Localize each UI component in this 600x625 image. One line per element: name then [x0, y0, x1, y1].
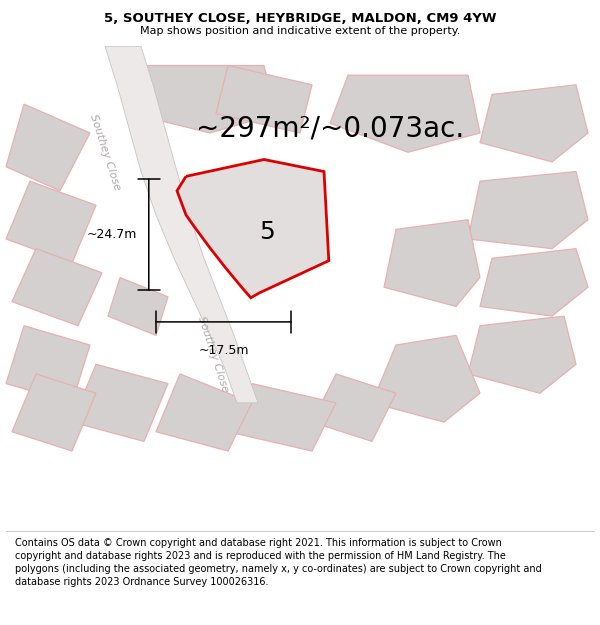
- Polygon shape: [132, 66, 276, 133]
- Text: Southey Close: Southey Close: [88, 113, 122, 192]
- Text: 5: 5: [259, 220, 275, 244]
- Polygon shape: [12, 249, 102, 326]
- Text: ~24.7m: ~24.7m: [86, 228, 137, 241]
- Polygon shape: [72, 364, 168, 441]
- Polygon shape: [372, 336, 480, 422]
- PathPatch shape: [177, 159, 329, 298]
- Polygon shape: [156, 374, 252, 451]
- Polygon shape: [216, 66, 312, 133]
- Polygon shape: [330, 75, 480, 152]
- Text: Southey Close: Southey Close: [196, 315, 230, 394]
- Polygon shape: [6, 181, 96, 263]
- Text: Contains OS data © Crown copyright and database right 2021. This information is : Contains OS data © Crown copyright and d…: [15, 538, 542, 588]
- Polygon shape: [384, 220, 480, 306]
- Polygon shape: [105, 46, 258, 403]
- Polygon shape: [480, 85, 588, 162]
- Polygon shape: [6, 326, 90, 403]
- Polygon shape: [468, 171, 588, 249]
- Polygon shape: [312, 374, 396, 441]
- Text: ~297m²/~0.073ac.: ~297m²/~0.073ac.: [196, 114, 464, 142]
- Text: Map shows position and indicative extent of the property.: Map shows position and indicative extent…: [140, 26, 460, 36]
- Polygon shape: [468, 316, 576, 393]
- Polygon shape: [108, 278, 168, 336]
- Polygon shape: [480, 249, 588, 316]
- Polygon shape: [6, 104, 90, 191]
- Text: 5, SOUTHEY CLOSE, HEYBRIDGE, MALDON, CM9 4YW: 5, SOUTHEY CLOSE, HEYBRIDGE, MALDON, CM9…: [104, 11, 496, 24]
- Text: ~17.5m: ~17.5m: [198, 344, 249, 357]
- Polygon shape: [12, 374, 96, 451]
- Polygon shape: [228, 384, 336, 451]
